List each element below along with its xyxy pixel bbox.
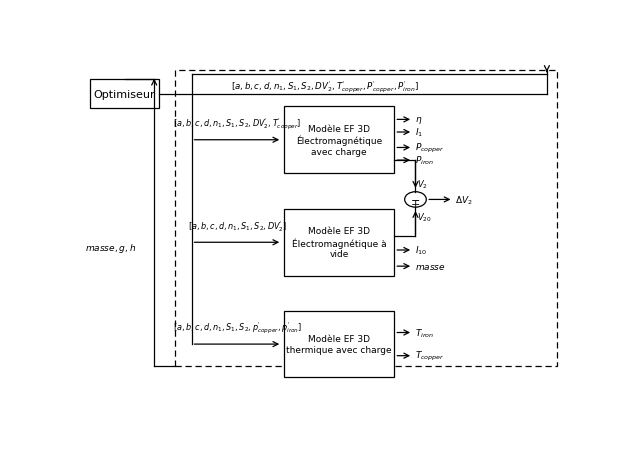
Text: $P_{iron}$: $P_{iron}$ <box>415 155 435 167</box>
FancyBboxPatch shape <box>284 311 394 378</box>
Text: $masse$: $masse$ <box>415 262 446 271</box>
Text: Modèle EF 3D
Électromagnétique à
vide: Modèle EF 3D Électromagnétique à vide <box>291 227 386 258</box>
Text: $V_2$: $V_2$ <box>417 178 429 191</box>
Text: $\eta$: $\eta$ <box>415 115 423 126</box>
Text: $V_{20}$: $V_{20}$ <box>417 211 432 224</box>
Text: $[a,b,c,d,n_1,S_1,S_2,DV_2^{'},T_{copper}^{'},P_{copper}^{'},P_{iron}^{'}]$: $[a,b,c,d,n_1,S_1,S_2,DV_2^{'},T_{copper… <box>231 79 420 95</box>
Text: $T_{iron}$: $T_{iron}$ <box>415 327 435 339</box>
FancyBboxPatch shape <box>284 107 394 174</box>
Text: $P_{copper}$: $P_{copper}$ <box>415 142 445 155</box>
Text: $T_{copper}$: $T_{copper}$ <box>415 349 445 363</box>
Text: $[a,b,c,d,n_1,S_1,S_2,DV_2^{'}]$: $[a,b,c,d,n_1,S_1,S_2,DV_2^{'}]$ <box>188 219 287 234</box>
FancyBboxPatch shape <box>284 209 394 276</box>
Text: $-$: $-$ <box>410 193 420 203</box>
Text: $I_{10}$: $I_{10}$ <box>415 244 428 257</box>
Text: $masse, g, h$: $masse, g, h$ <box>84 242 136 254</box>
Text: $[a,b,c,d,n_1,S_1,S_2,p_{copper}^{'},p_{iron}^{'}]$: $[a,b,c,d,n_1,S_1,S_2,p_{copper}^{'},p_{… <box>173 320 302 336</box>
FancyBboxPatch shape <box>90 80 159 109</box>
Text: Modèle EF 3D
thermique avec charge: Modèle EF 3D thermique avec charge <box>286 335 392 354</box>
Text: $\Delta V_2$: $\Delta V_2$ <box>455 194 472 206</box>
Text: Modèle EF 3D
Électromagnétique
avec charge: Modèle EF 3D Électromagnétique avec char… <box>296 125 382 156</box>
Text: $+$: $+$ <box>410 199 420 210</box>
Text: Optimiseur: Optimiseur <box>94 90 156 100</box>
Text: $I_1$: $I_1$ <box>415 126 424 139</box>
Text: $[a,b,c,d,n_1,S_1,S_2,DV_2^{'},T_{copper}^{'}]$: $[a,b,c,d,n_1,S_1,S_2,DV_2^{'},T_{copper… <box>173 116 302 131</box>
